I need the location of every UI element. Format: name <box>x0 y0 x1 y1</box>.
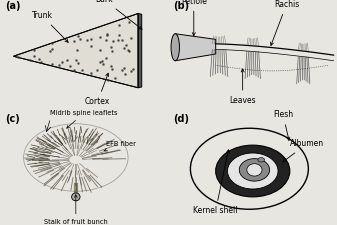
Point <box>97 61 102 64</box>
Text: Rachis: Rachis <box>271 0 299 45</box>
Point <box>64 59 69 62</box>
Ellipse shape <box>239 159 270 181</box>
Text: Petiole: Petiole <box>181 0 207 36</box>
Point <box>74 49 80 52</box>
Point <box>117 33 122 36</box>
Text: Leaves: Leaves <box>229 69 256 105</box>
Point <box>38 61 43 64</box>
Point <box>80 69 85 72</box>
Point <box>49 47 54 51</box>
Point <box>105 33 110 36</box>
Text: Bark: Bark <box>96 0 142 29</box>
Polygon shape <box>13 14 138 88</box>
Point <box>56 63 62 67</box>
Point <box>128 69 134 72</box>
Point <box>109 49 115 53</box>
Point <box>100 62 105 65</box>
Point <box>78 37 83 41</box>
Point <box>126 50 131 53</box>
Text: Midrib spine leaflets: Midrib spine leaflets <box>51 110 118 128</box>
Point <box>32 49 37 52</box>
Point <box>126 20 132 24</box>
Point <box>110 39 115 43</box>
Point <box>31 54 36 58</box>
Ellipse shape <box>216 145 290 197</box>
Point <box>128 36 134 40</box>
Polygon shape <box>175 34 216 61</box>
Text: Cortex: Cortex <box>85 73 110 106</box>
Point <box>121 46 127 50</box>
Point <box>59 60 64 64</box>
Ellipse shape <box>71 193 80 201</box>
Point <box>89 44 94 47</box>
Text: Stalk of fruit bunch: Stalk of fruit bunch <box>44 195 108 225</box>
Point <box>119 38 125 42</box>
Point <box>97 48 102 52</box>
Point <box>94 68 100 71</box>
Point <box>48 49 53 53</box>
Ellipse shape <box>190 128 308 209</box>
Point <box>109 45 114 48</box>
Ellipse shape <box>227 153 278 189</box>
Point <box>124 43 129 47</box>
Point <box>105 34 110 37</box>
Point <box>100 60 105 63</box>
Point <box>75 61 81 65</box>
Text: Kernel shell: Kernel shell <box>193 150 238 215</box>
Text: Trunk: Trunk <box>32 11 68 42</box>
Point <box>88 71 94 74</box>
Point <box>50 62 55 65</box>
Point <box>120 69 125 72</box>
Point <box>36 57 41 61</box>
Point <box>109 68 115 71</box>
Point <box>103 56 108 60</box>
Text: (c): (c) <box>5 114 20 124</box>
Point <box>121 66 126 69</box>
Point <box>116 23 121 27</box>
Point <box>75 34 81 38</box>
Text: Albumen: Albumen <box>283 140 324 162</box>
Point <box>27 58 32 62</box>
Text: (d): (d) <box>174 114 189 124</box>
Ellipse shape <box>247 164 262 176</box>
Point <box>125 48 130 52</box>
Point <box>105 78 110 82</box>
Text: EFB fiber: EFB fiber <box>104 141 136 151</box>
Point <box>50 41 55 45</box>
Point <box>89 37 94 41</box>
Point <box>103 38 109 41</box>
Point <box>73 58 79 62</box>
Ellipse shape <box>171 34 180 61</box>
Text: (a): (a) <box>5 1 21 11</box>
Point <box>109 65 114 68</box>
Point <box>116 39 121 42</box>
Point <box>71 68 77 71</box>
Ellipse shape <box>258 158 265 162</box>
Text: (b): (b) <box>174 1 190 11</box>
Polygon shape <box>138 14 142 88</box>
Text: Flesh: Flesh <box>273 110 293 140</box>
Point <box>123 72 128 76</box>
Point <box>72 39 77 43</box>
Point <box>15 55 20 58</box>
Point <box>130 68 136 71</box>
Point <box>98 35 103 39</box>
Point <box>67 64 72 68</box>
Point <box>112 76 118 80</box>
Point <box>84 38 89 42</box>
